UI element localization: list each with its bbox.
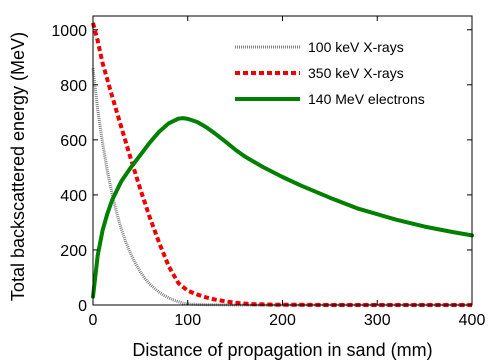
series-line-0: [91, 68, 472, 307]
x-tick-label: 100: [174, 312, 201, 329]
y-tick-label: 0: [78, 298, 87, 315]
x-tick-label: 200: [269, 312, 296, 329]
series-layer: [91, 22, 474, 307]
legend: 100 keV X-rays 350 keV X-rays 140 MeV elec…: [235, 39, 425, 107]
y-tick-label: 200: [60, 243, 87, 260]
x-tick-label: 300: [364, 312, 391, 329]
y-tick-label: 800: [60, 78, 87, 95]
y-tick-label: 600: [60, 133, 87, 150]
y-axis-label: Total backscattered energy (MeV): [8, 32, 28, 301]
legend-label-0: 100 keV X-rays: [308, 39, 404, 55]
y-tick-label: 1000: [51, 23, 87, 40]
legend-label-1: 350 keV X-rays: [308, 65, 404, 81]
x-tick-label: 400: [459, 312, 486, 329]
ticks-layer: 0 100 200 300 400 0 200 400 600 800 1000: [51, 16, 485, 329]
y-tick-label: 400: [60, 188, 87, 205]
series-line-2: [91, 116, 474, 299]
x-tick-label: 0: [89, 312, 98, 329]
series-line-1: [91, 22, 472, 307]
x-axis-label: Distance of propagation in sand (mm): [132, 340, 432, 360]
legend-label-2: 140 MeV electrons: [308, 91, 425, 107]
